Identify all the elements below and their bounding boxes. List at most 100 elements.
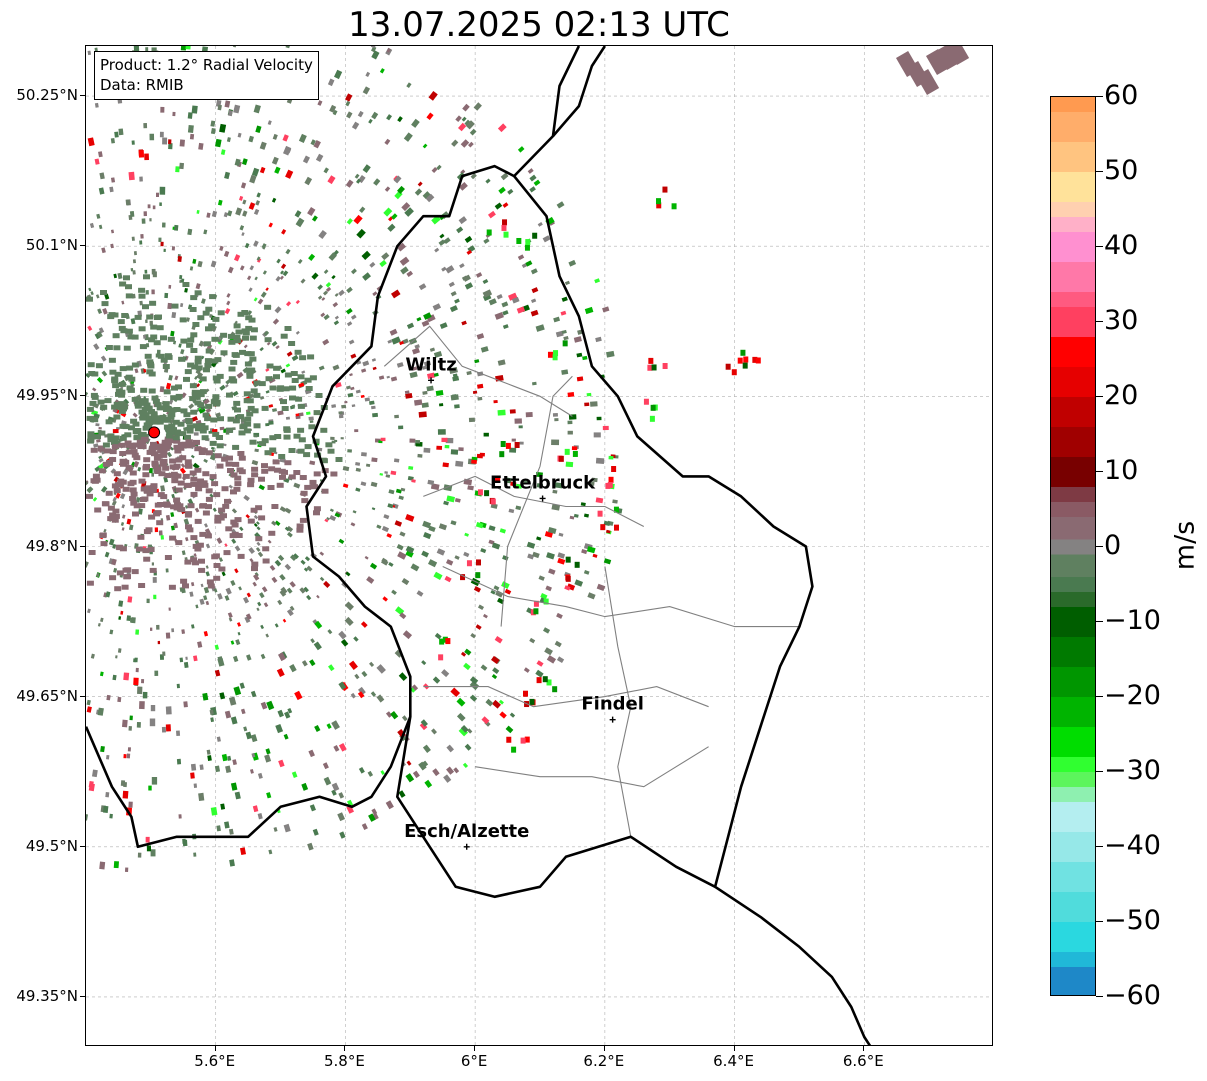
echo-gate bbox=[297, 258, 303, 264]
echo-gate bbox=[133, 503, 141, 509]
echo-gate bbox=[165, 354, 173, 360]
city-marker[interactable] bbox=[463, 843, 470, 850]
echo-gate bbox=[357, 691, 365, 699]
city-marker[interactable] bbox=[539, 495, 546, 502]
echo-gate bbox=[226, 137, 231, 143]
echo-gate bbox=[117, 478, 125, 484]
echo-gate bbox=[257, 298, 264, 305]
echo-gate bbox=[307, 354, 315, 360]
echo-gate bbox=[96, 331, 103, 338]
echo-gate bbox=[88, 287, 92, 292]
echo-gate bbox=[499, 528, 506, 534]
echo-gate bbox=[405, 545, 415, 554]
canton-boundary-line bbox=[423, 686, 709, 708]
echo-gate bbox=[220, 149, 226, 155]
echo-gate bbox=[111, 312, 119, 318]
echo-gate bbox=[369, 661, 375, 668]
echo-gate bbox=[87, 362, 95, 368]
echo-gate bbox=[421, 320, 430, 327]
echo-gate bbox=[280, 368, 286, 374]
echo-gate bbox=[390, 711, 399, 720]
echo-gate bbox=[247, 310, 253, 316]
echo-gate bbox=[299, 355, 307, 361]
chart-title: 13.07.2025 02:13 UTC bbox=[348, 5, 730, 45]
echo-gate bbox=[138, 326, 146, 332]
echo-gate bbox=[148, 337, 155, 343]
echo-gate bbox=[96, 213, 101, 219]
echo-gate bbox=[507, 188, 514, 195]
colorbar-tick-label: 60 bbox=[1104, 80, 1139, 111]
colorbar-tick-label: −30 bbox=[1104, 755, 1161, 786]
echo-gate bbox=[93, 343, 100, 351]
echo-gate bbox=[237, 414, 245, 420]
echo-gate bbox=[224, 543, 228, 547]
echo-gate bbox=[345, 100, 351, 107]
echo-gate bbox=[118, 128, 124, 136]
echo-gate bbox=[365, 463, 371, 467]
echo-gate bbox=[238, 586, 243, 591]
echo-gate bbox=[498, 186, 506, 194]
radar-site-marker[interactable] bbox=[148, 426, 161, 439]
echo-gate bbox=[157, 640, 161, 645]
echo-gate bbox=[303, 452, 311, 458]
echo-gate bbox=[469, 676, 479, 685]
echo-gate bbox=[126, 615, 131, 622]
echo-gate bbox=[208, 323, 216, 329]
echo-gate bbox=[313, 506, 321, 512]
map-panel[interactable]: Wiltz Ettelbruck Findel Esch/Alzette bbox=[85, 45, 993, 1046]
city-marker[interactable] bbox=[428, 377, 435, 384]
echo-gate bbox=[241, 310, 249, 315]
echo-gate bbox=[90, 291, 94, 296]
echo-gate bbox=[174, 429, 182, 435]
echo-gate bbox=[165, 514, 171, 521]
echo-gate bbox=[515, 483, 523, 489]
echo-gate bbox=[109, 813, 113, 819]
echo-gate bbox=[225, 526, 233, 532]
echo-gate bbox=[262, 546, 270, 552]
echo-gate bbox=[112, 508, 120, 514]
echo-gate bbox=[265, 748, 271, 755]
echo-gate bbox=[256, 256, 261, 261]
echo-gate bbox=[238, 469, 246, 475]
echo-gate bbox=[300, 559, 306, 565]
echo-gate bbox=[87, 50, 92, 56]
echo-gate bbox=[518, 425, 523, 429]
echo-gate bbox=[477, 489, 483, 496]
echo-gate bbox=[143, 368, 147, 373]
echo-gate bbox=[423, 360, 432, 367]
echo-gate bbox=[656, 198, 662, 205]
echo-gate bbox=[352, 510, 357, 514]
echo-gate bbox=[372, 412, 379, 418]
x-tick-mark bbox=[344, 1046, 346, 1051]
x-tick-label: 6.2°E bbox=[583, 1052, 625, 1070]
echo-gate bbox=[293, 482, 301, 489]
echo-gate bbox=[451, 139, 459, 147]
echo-gate bbox=[118, 442, 126, 448]
echo-gate bbox=[173, 522, 179, 529]
echo-gate bbox=[322, 762, 329, 770]
echo-gate bbox=[532, 551, 540, 559]
echo-gate bbox=[608, 476, 614, 483]
echo-gate bbox=[192, 462, 200, 470]
echo-gate bbox=[202, 692, 209, 701]
echo-gate bbox=[110, 229, 115, 234]
echo-gate bbox=[309, 659, 316, 667]
echo-gate bbox=[102, 307, 108, 315]
echo-gate bbox=[179, 274, 183, 280]
echo-gate bbox=[532, 381, 537, 386]
echo-gate bbox=[221, 456, 229, 462]
echo-gate bbox=[354, 429, 359, 433]
echo-gate bbox=[324, 518, 329, 523]
echo-gate bbox=[752, 356, 758, 363]
city-marker[interactable] bbox=[609, 716, 616, 723]
echo-gate bbox=[311, 272, 319, 280]
echo-gate bbox=[505, 442, 511, 449]
echo-gate bbox=[123, 398, 130, 405]
echo-gate bbox=[597, 510, 603, 517]
colorbar-tick-label: −20 bbox=[1104, 680, 1161, 711]
echo-gate bbox=[268, 466, 276, 472]
echo-gate bbox=[414, 399, 423, 406]
echo-gate bbox=[461, 116, 467, 122]
echo-gate bbox=[460, 651, 467, 657]
echo-gate bbox=[446, 495, 456, 503]
